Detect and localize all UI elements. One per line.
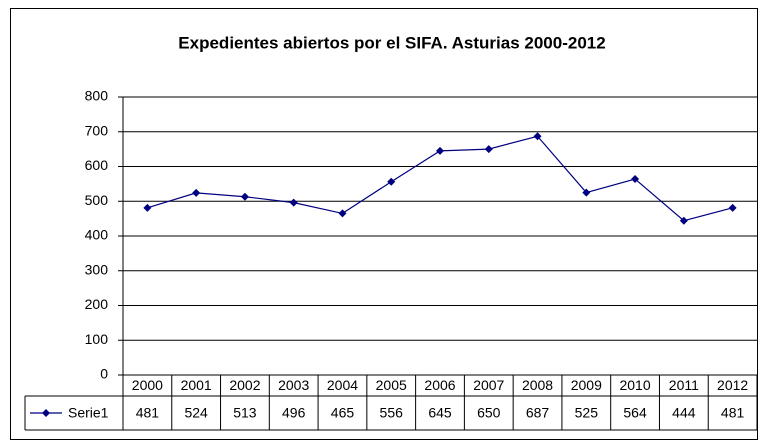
y-tick-label: 0 (100, 366, 108, 382)
table-value: 513 (233, 405, 257, 421)
point (679, 216, 688, 225)
point (192, 188, 201, 197)
point (143, 203, 152, 212)
table-value: 645 (428, 405, 452, 421)
point (484, 145, 493, 154)
x-tick-label: 2010 (619, 377, 650, 393)
table-value: 687 (526, 405, 550, 421)
table-value: 496 (282, 405, 306, 421)
legend-label: Serie1 (68, 405, 109, 421)
y-tick-label: 600 (85, 157, 109, 173)
point (582, 188, 591, 197)
point (631, 175, 640, 184)
y-tick-label: 500 (85, 192, 109, 208)
x-tick-label: 2002 (229, 377, 260, 393)
y-tick-label: 800 (85, 88, 109, 104)
table-value: 556 (380, 405, 404, 421)
x-tick-label: 2003 (278, 377, 309, 393)
x-tick-label: 2006 (424, 377, 455, 393)
x-tick-label: 2008 (522, 377, 553, 393)
point (436, 146, 444, 155)
table-value: 564 (623, 405, 647, 421)
y-tick-label: 300 (85, 261, 109, 277)
table-value: 444 (672, 405, 696, 421)
chart-border (10, 8, 758, 440)
x-tick-label: 2005 (376, 377, 407, 393)
x-tick-label: 2007 (473, 377, 504, 393)
x-tick-label: 2009 (571, 377, 602, 393)
table-value: 525 (575, 405, 599, 421)
y-tick-label: 400 (85, 227, 109, 243)
chart-title: Expedientes abiertos por el SIFA. Asturi… (178, 33, 605, 52)
x-tick-label: 2004 (327, 377, 358, 393)
x-tick-label: 2000 (132, 377, 163, 393)
y-tick-label: 700 (85, 122, 109, 138)
x-tick-label: 2001 (181, 377, 212, 393)
table-value: 465 (331, 405, 355, 421)
table-value: 650 (477, 405, 501, 421)
x-tick-label: 2011 (669, 377, 699, 393)
y-tick-label: 200 (85, 296, 109, 312)
table-value: 481 (721, 405, 745, 421)
point (387, 177, 396, 186)
legend-marker (42, 409, 50, 417)
table-value: 524 (184, 405, 208, 421)
x-tick-label: 2012 (717, 377, 748, 393)
point (728, 203, 737, 212)
point (240, 192, 249, 201)
point (338, 209, 347, 218)
y-tick-label: 100 (85, 331, 109, 347)
point (289, 198, 298, 207)
table-value: 481 (136, 405, 160, 421)
point (533, 132, 542, 141)
